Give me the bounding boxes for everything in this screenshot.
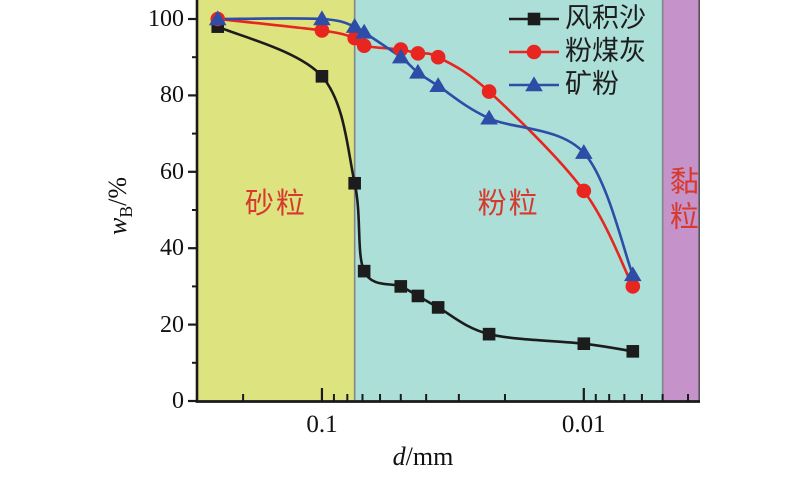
series-3-triangle-marker	[391, 48, 410, 64]
x-tick-label: 0.01	[561, 411, 606, 438]
legend-square-marker-icon	[527, 12, 541, 25]
y-axis-title: wB/%	[103, 177, 137, 235]
region-2	[354, 0, 663, 401]
series-2-circle-marker	[625, 279, 641, 294]
x-axis-variable: d	[392, 442, 406, 471]
series-3-triangle-marker	[624, 266, 642, 282]
series-3-triangle-marker	[345, 18, 364, 33]
y-tick-label: 80	[160, 82, 184, 109]
y-axis-subscript: B	[116, 205, 137, 218]
region-label-1: 砂粒	[244, 188, 307, 220]
series-1-square-marker	[357, 264, 371, 278]
series-3-triangle-marker	[208, 10, 227, 26]
y-tick-label: 40	[160, 235, 184, 262]
series-3-triangle-marker	[429, 77, 447, 93]
series-2-circle-marker	[481, 84, 497, 99]
region-label-2: 粉粒	[477, 188, 540, 220]
legend-label: 风积沙	[565, 3, 646, 33]
series-3-triangle-marker	[409, 63, 427, 79]
x-axis-title: d/mm	[393, 442, 454, 472]
series-1-square-marker	[431, 301, 445, 314]
legend-triangle-marker-icon	[525, 75, 543, 91]
y-tick-label: 60	[160, 158, 184, 185]
series-3-triangle-marker	[355, 23, 373, 39]
series-2-circle-marker	[410, 46, 426, 61]
series-line-3	[217, 17, 635, 276]
series-1-square-marker	[626, 345, 640, 358]
series-2-circle-marker	[314, 23, 330, 38]
y-tick-label: 0	[172, 388, 184, 414]
series-2-circle-marker	[356, 38, 372, 54]
series-3-triangle-marker	[480, 109, 498, 125]
legend-square-swatch-icon	[509, 12, 559, 25]
series-1-square-marker	[348, 176, 361, 190]
series-1-square-marker	[394, 280, 408, 293]
legend: 风积沙 粉煤灰 矿粉	[508, 2, 646, 101]
legend-triangle-swatch-icon	[509, 75, 559, 91]
series-1-square-marker	[577, 337, 591, 350]
legend-label: 粉煤灰	[565, 36, 646, 66]
series-1-square-marker	[482, 327, 496, 341]
region-1	[197, 0, 355, 401]
x-axis-unit: /mm	[405, 442, 454, 471]
legend-item-3: 矿粉	[508, 68, 646, 101]
series-3-triangle-marker	[575, 144, 593, 159]
y-tick-label: 100	[148, 6, 184, 32]
legend-circle-marker-icon	[526, 44, 542, 59]
y-axis-variable: w	[102, 217, 132, 236]
x-tick-label: 0.1	[306, 411, 338, 438]
series-3-triangle-marker	[313, 10, 331, 26]
region-3	[662, 0, 700, 401]
series-2-circle-marker	[576, 183, 592, 199]
legend-item-1: 风积沙	[508, 2, 646, 35]
legend-circle-swatch-icon	[509, 44, 559, 59]
series-2-circle-marker	[430, 49, 446, 65]
legend-label: 矿粉	[565, 69, 619, 99]
series-1-square-marker	[411, 289, 425, 303]
series-1-square-marker	[315, 70, 329, 83]
y-tick-label: 20	[160, 311, 184, 338]
legend-item-2: 粉煤灰	[508, 35, 646, 68]
region-label-3: 黏粒	[665, 166, 698, 236]
